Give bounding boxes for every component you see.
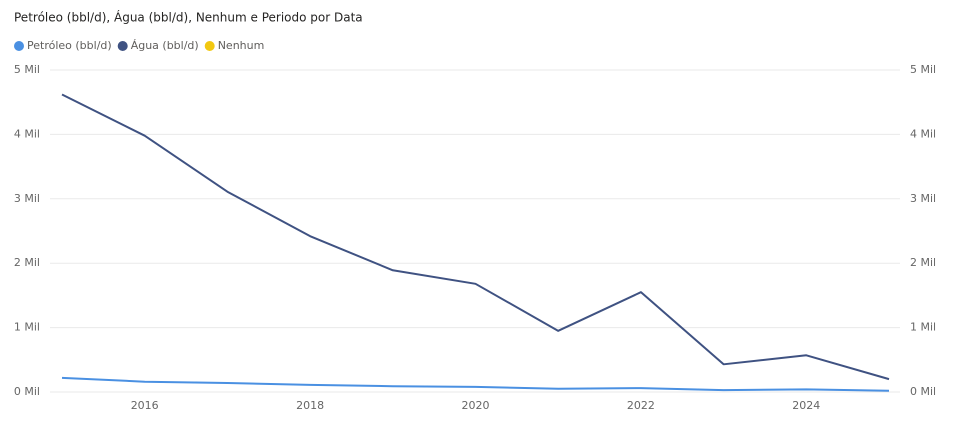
x-tick-label: 2020 <box>462 399 490 412</box>
y-tick-label: 3 Mil <box>14 192 40 205</box>
legend-label: Petróleo (bbl/d) <box>27 39 112 52</box>
y2-tick-label: 3 Mil <box>910 192 936 205</box>
y2-tick-label: 2 Mil <box>910 256 936 269</box>
x-tick-label: 2016 <box>131 399 159 412</box>
line-series <box>61 93 890 381</box>
legend-marker <box>117 41 128 51</box>
y-tick-label: 4 Mil <box>14 127 40 140</box>
y-tick-label: 1 Mil <box>14 321 40 334</box>
y-tick-label: 2 Mil <box>14 256 40 269</box>
x-tick-label: 2024 <box>792 399 820 412</box>
legend-label: Água (bbl/d) <box>131 39 199 52</box>
y2-tick-label: 1 Mil <box>910 321 936 334</box>
legend-marker <box>14 41 24 51</box>
y2-tick-label: 4 Mil <box>910 127 936 140</box>
legend-label: Nenhum <box>218 39 265 52</box>
y-tick-label: 0 Mil <box>14 385 40 398</box>
x-tick-label: 2022 <box>627 399 655 412</box>
x-tick-label: 2018 <box>296 399 324 412</box>
chart-title: Petróleo (bbl/d), Água (bbl/d), Nenhum e… <box>14 10 363 25</box>
y2-tick-label: 0 Mil <box>910 385 936 398</box>
legend-marker <box>204 41 215 51</box>
line-series <box>61 376 890 392</box>
y2-tick-label: 5 Mil <box>910 63 936 76</box>
y-tick-label: 5 Mil <box>14 63 40 76</box>
